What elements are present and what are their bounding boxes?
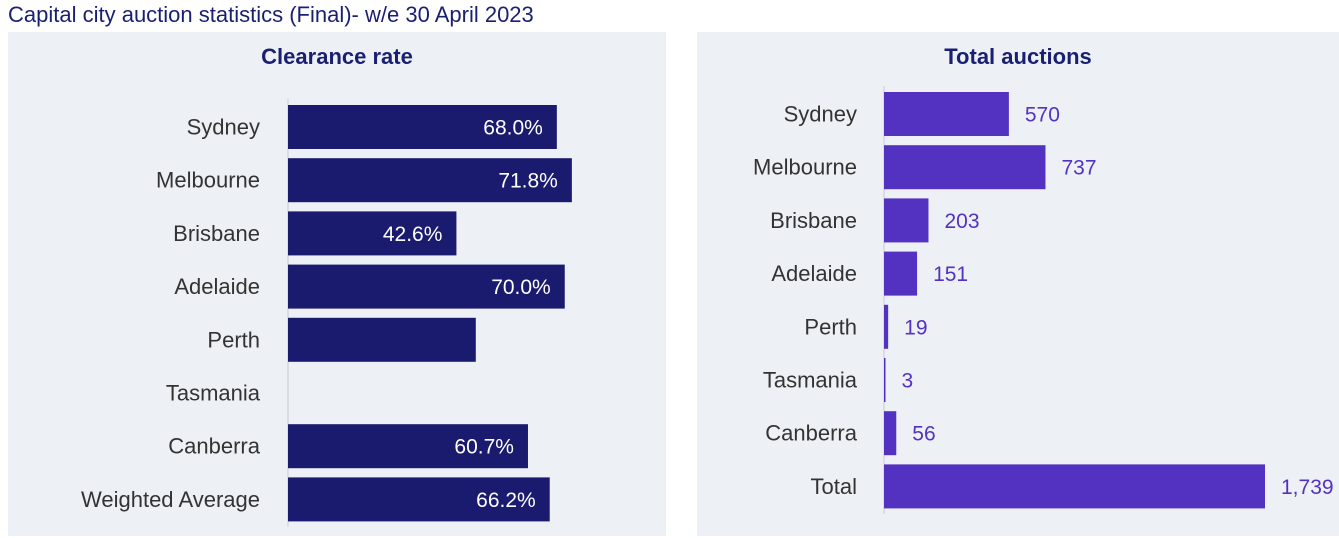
- value-label-adelaide: 151: [933, 263, 968, 286]
- clearance-rate-chart: Sydney 68.0% Melbourne 71.8% Brisbane 42.6% Ad…: [81, 99, 572, 527]
- category-label-perth: Perth: [804, 314, 857, 339]
- category-label-brisbane: Brisbane: [173, 221, 260, 246]
- bar-melbourne: [884, 145, 1046, 190]
- value-label-melbourne: 737: [1061, 157, 1096, 180]
- value-label-weighted-average: 66.2%: [476, 489, 536, 512]
- bar-total: [884, 464, 1265, 509]
- category-label-adelaide: Adelaide: [771, 261, 857, 286]
- value-label-sydney: 570: [1025, 104, 1060, 127]
- bar-adelaide: [884, 251, 918, 296]
- category-label-melbourne: Melbourne: [753, 155, 857, 180]
- category-label-tasmania: Tasmania: [763, 368, 858, 393]
- value-label-canberra: 56: [912, 423, 935, 446]
- total-auctions-panel: Total auctions Sydney 570 Melbourne 737 Bris…: [697, 32, 1339, 536]
- category-label-perth: Perth: [207, 327, 260, 352]
- category-label-adelaide: Adelaide: [174, 274, 260, 299]
- category-label-sydney: Sydney: [784, 102, 857, 127]
- category-label-canberra: Canberra: [765, 421, 857, 446]
- value-label-melbourne: 71.8%: [498, 170, 558, 193]
- bar-weighted-average: [288, 477, 550, 522]
- bar-brisbane: [288, 211, 457, 256]
- category-label-brisbane: Brisbane: [770, 208, 857, 233]
- bar-perth: [288, 317, 476, 362]
- value-label-total: 1,739: [1281, 476, 1334, 499]
- value-label-brisbane: 42.6%: [383, 223, 443, 246]
- bar-perth: [884, 304, 889, 349]
- value-label-canberra: 60.7%: [454, 436, 514, 459]
- bar-sydney: [884, 92, 1009, 136]
- value-label-sydney: 68.0%: [483, 117, 543, 140]
- total-auctions-title: Total auctions: [944, 44, 1092, 69]
- category-label-canberra: Canberra: [168, 434, 260, 459]
- clearance-rate-title: Clearance rate: [261, 44, 413, 69]
- bar-adelaide: [288, 264, 565, 309]
- category-label-sydney: Sydney: [187, 115, 260, 140]
- category-label-melbourne: Melbourne: [156, 168, 260, 193]
- bar-canberra: [288, 424, 528, 469]
- category-label-weighted-average: Weighted Average: [81, 487, 260, 512]
- bar-tasmania: [884, 358, 886, 402]
- value-label-tasmania: 3: [902, 370, 914, 393]
- page-title: Capital city auction statistics (Final)-…: [8, 2, 534, 27]
- total-auctions-chart: Sydney 570 Melbourne 737 Brisbane 203 Adelaide…: [753, 86, 1334, 514]
- bar-sydney: [288, 105, 557, 149]
- bar-canberra: [884, 411, 897, 456]
- clearance-rate-panel: Clearance rate Sydney 68.0% Melbourne 71.8%…: [8, 32, 666, 536]
- value-label-adelaide: 70.0%: [491, 276, 551, 299]
- value-label-brisbane: 203: [944, 210, 979, 233]
- category-label-total: Total: [811, 474, 857, 499]
- category-label-tasmania: Tasmania: [166, 381, 261, 406]
- bar-brisbane: [884, 198, 929, 243]
- value-label-perth: 19: [904, 316, 927, 339]
- bar-melbourne: [288, 158, 572, 203]
